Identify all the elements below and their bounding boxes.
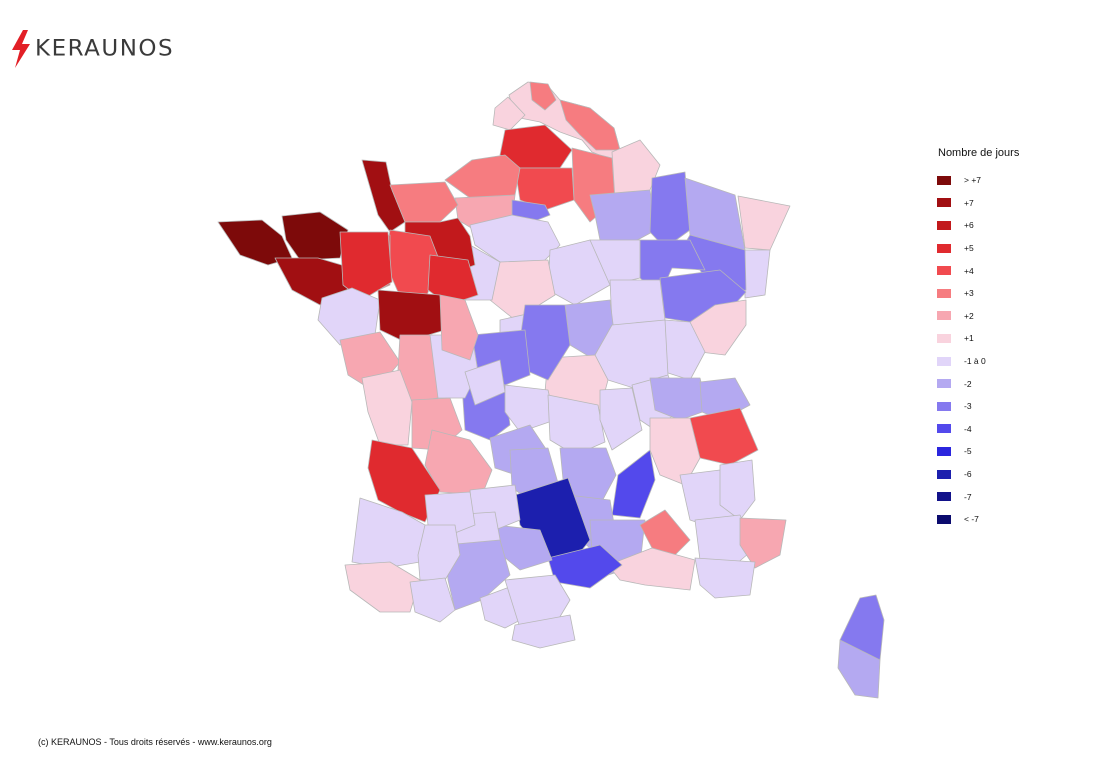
- legend-label: +5: [964, 243, 974, 254]
- legend-item: < -7: [937, 508, 1019, 531]
- legend-swatch: [937, 220, 951, 230]
- department-nord-coast: [529, 81, 557, 111]
- legend-label: -5: [964, 446, 972, 457]
- legend-item: -2: [937, 372, 1019, 395]
- department-aude: [504, 574, 571, 629]
- department-pyr-atlantiques: [344, 561, 421, 613]
- legend-item: > +7: [937, 169, 1019, 192]
- legend-swatch: [937, 198, 951, 208]
- legend-item: +2: [937, 305, 1019, 328]
- department-meuse: [649, 171, 691, 249]
- legend-swatch: [937, 469, 951, 479]
- department-hautes-pyrenees: [409, 577, 456, 623]
- department-maine-et-loire: [377, 289, 446, 343]
- department-gironde: [367, 439, 441, 523]
- legend-item: +7: [937, 192, 1019, 215]
- legend-swatch: [937, 514, 951, 524]
- department-sarthe-2: [439, 294, 479, 361]
- department-var: [694, 557, 756, 599]
- legend-swatch: [937, 175, 951, 185]
- department-corse-s: [837, 639, 881, 699]
- legend-item: +3: [937, 282, 1019, 305]
- legend-label: -4: [964, 423, 972, 434]
- department-ardeche: [611, 449, 656, 519]
- department-ille-et-vilaine: [339, 231, 393, 301]
- legend-swatch: [937, 492, 951, 502]
- department-loire: [599, 387, 643, 451]
- legend-label: < -7: [964, 514, 979, 525]
- legend-swatch: [937, 401, 951, 411]
- department-vaucluse: [639, 509, 691, 556]
- legend-item: -3: [937, 395, 1019, 418]
- legend-label: +6: [964, 220, 974, 231]
- department-cotes-d-armor: [281, 211, 349, 261]
- department-oise: [514, 167, 575, 211]
- brand-logo: KERAUNOS: [10, 30, 174, 68]
- legend-swatch: [937, 266, 951, 276]
- department-savoie: [689, 407, 759, 466]
- department-marne: [589, 189, 657, 246]
- legend-label: +7: [964, 197, 974, 208]
- legend-swatch: [937, 379, 951, 389]
- legend-item: +4: [937, 259, 1019, 282]
- legend-label: +4: [964, 265, 974, 276]
- department-charente-mar: [361, 369, 413, 446]
- legend-item: -4: [937, 418, 1019, 441]
- legend-item: -7: [937, 485, 1019, 508]
- legend-item: -5: [937, 440, 1019, 463]
- legend-label: > +7: [964, 175, 982, 186]
- department-alsace-s: [744, 249, 771, 299]
- legend-item: -6: [937, 463, 1019, 486]
- legend-item: +1: [937, 327, 1019, 350]
- legend-label: +3: [964, 288, 974, 299]
- department-lot-et-garonne: [424, 491, 476, 536]
- brand-name: KERAUNOS: [35, 36, 175, 62]
- legend-swatch: [937, 243, 951, 253]
- legend-swatch: [937, 424, 951, 434]
- legend-label: -7: [964, 491, 972, 502]
- legend-swatch: [937, 356, 951, 366]
- department-creuse: [504, 384, 556, 433]
- copyright-footer: (c) KERAUNOS - Tous droits réservés - ww…: [38, 737, 272, 747]
- legend-label: -3: [964, 401, 972, 412]
- legend-swatch: [937, 333, 951, 343]
- department-pyrenees-orient: [511, 614, 576, 649]
- legend-item: -1 à 0: [937, 350, 1019, 373]
- legend-item: +6: [937, 214, 1019, 237]
- legend-swatch: [937, 288, 951, 298]
- department-calvados: [389, 181, 459, 223]
- department-hautes-alpes: [719, 459, 756, 521]
- legend-swatch: [937, 446, 951, 456]
- legend-label: +2: [964, 310, 974, 321]
- legend-items: > +7 +7 +6 +5 +4 +3 +2 +1 -1 à 0 -2 -3 -4 -5 -6 -7 < -7: [937, 169, 1019, 531]
- legend-title: Nombre de jours: [938, 147, 1020, 159]
- department-nord-east: [559, 99, 621, 151]
- department-alsace-n: [737, 195, 791, 251]
- legend-label: +1: [964, 333, 974, 344]
- legend-item: +5: [937, 237, 1019, 260]
- lightning-bolt-icon: [12, 30, 30, 68]
- department-bouches-du-rhone: [607, 547, 696, 591]
- legend-label: -2: [964, 378, 972, 389]
- map-legend: Nombre de jours > +7 +7 +6 +5 +4 +3 +2 +1 -1 à 0…: [937, 147, 1019, 531]
- legend-swatch: [937, 311, 951, 321]
- department-pas-de-calais: [492, 96, 526, 131]
- legend-label: -6: [964, 469, 972, 480]
- legend-label: -1 à 0: [964, 356, 986, 367]
- department-seine-maritime: [444, 154, 521, 199]
- department-ain: [649, 377, 709, 421]
- department-alpes-maritimes: [739, 517, 787, 569]
